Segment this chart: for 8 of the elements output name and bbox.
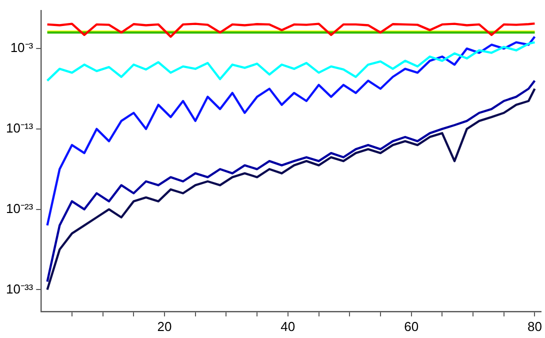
y-tick-label: 10⁻¹³ (6, 120, 34, 136)
x-tick-label: 40 (280, 318, 296, 334)
y-tick-label: 10⁻³ (10, 40, 34, 56)
x-tick-label: 20 (157, 318, 172, 334)
y-tick-label: 10⁻²³ (6, 200, 34, 216)
x-tick-label: 80 (527, 318, 542, 334)
x-tick-label: 60 (404, 318, 419, 334)
y-tick-label: 10⁻³³ (6, 281, 34, 296)
